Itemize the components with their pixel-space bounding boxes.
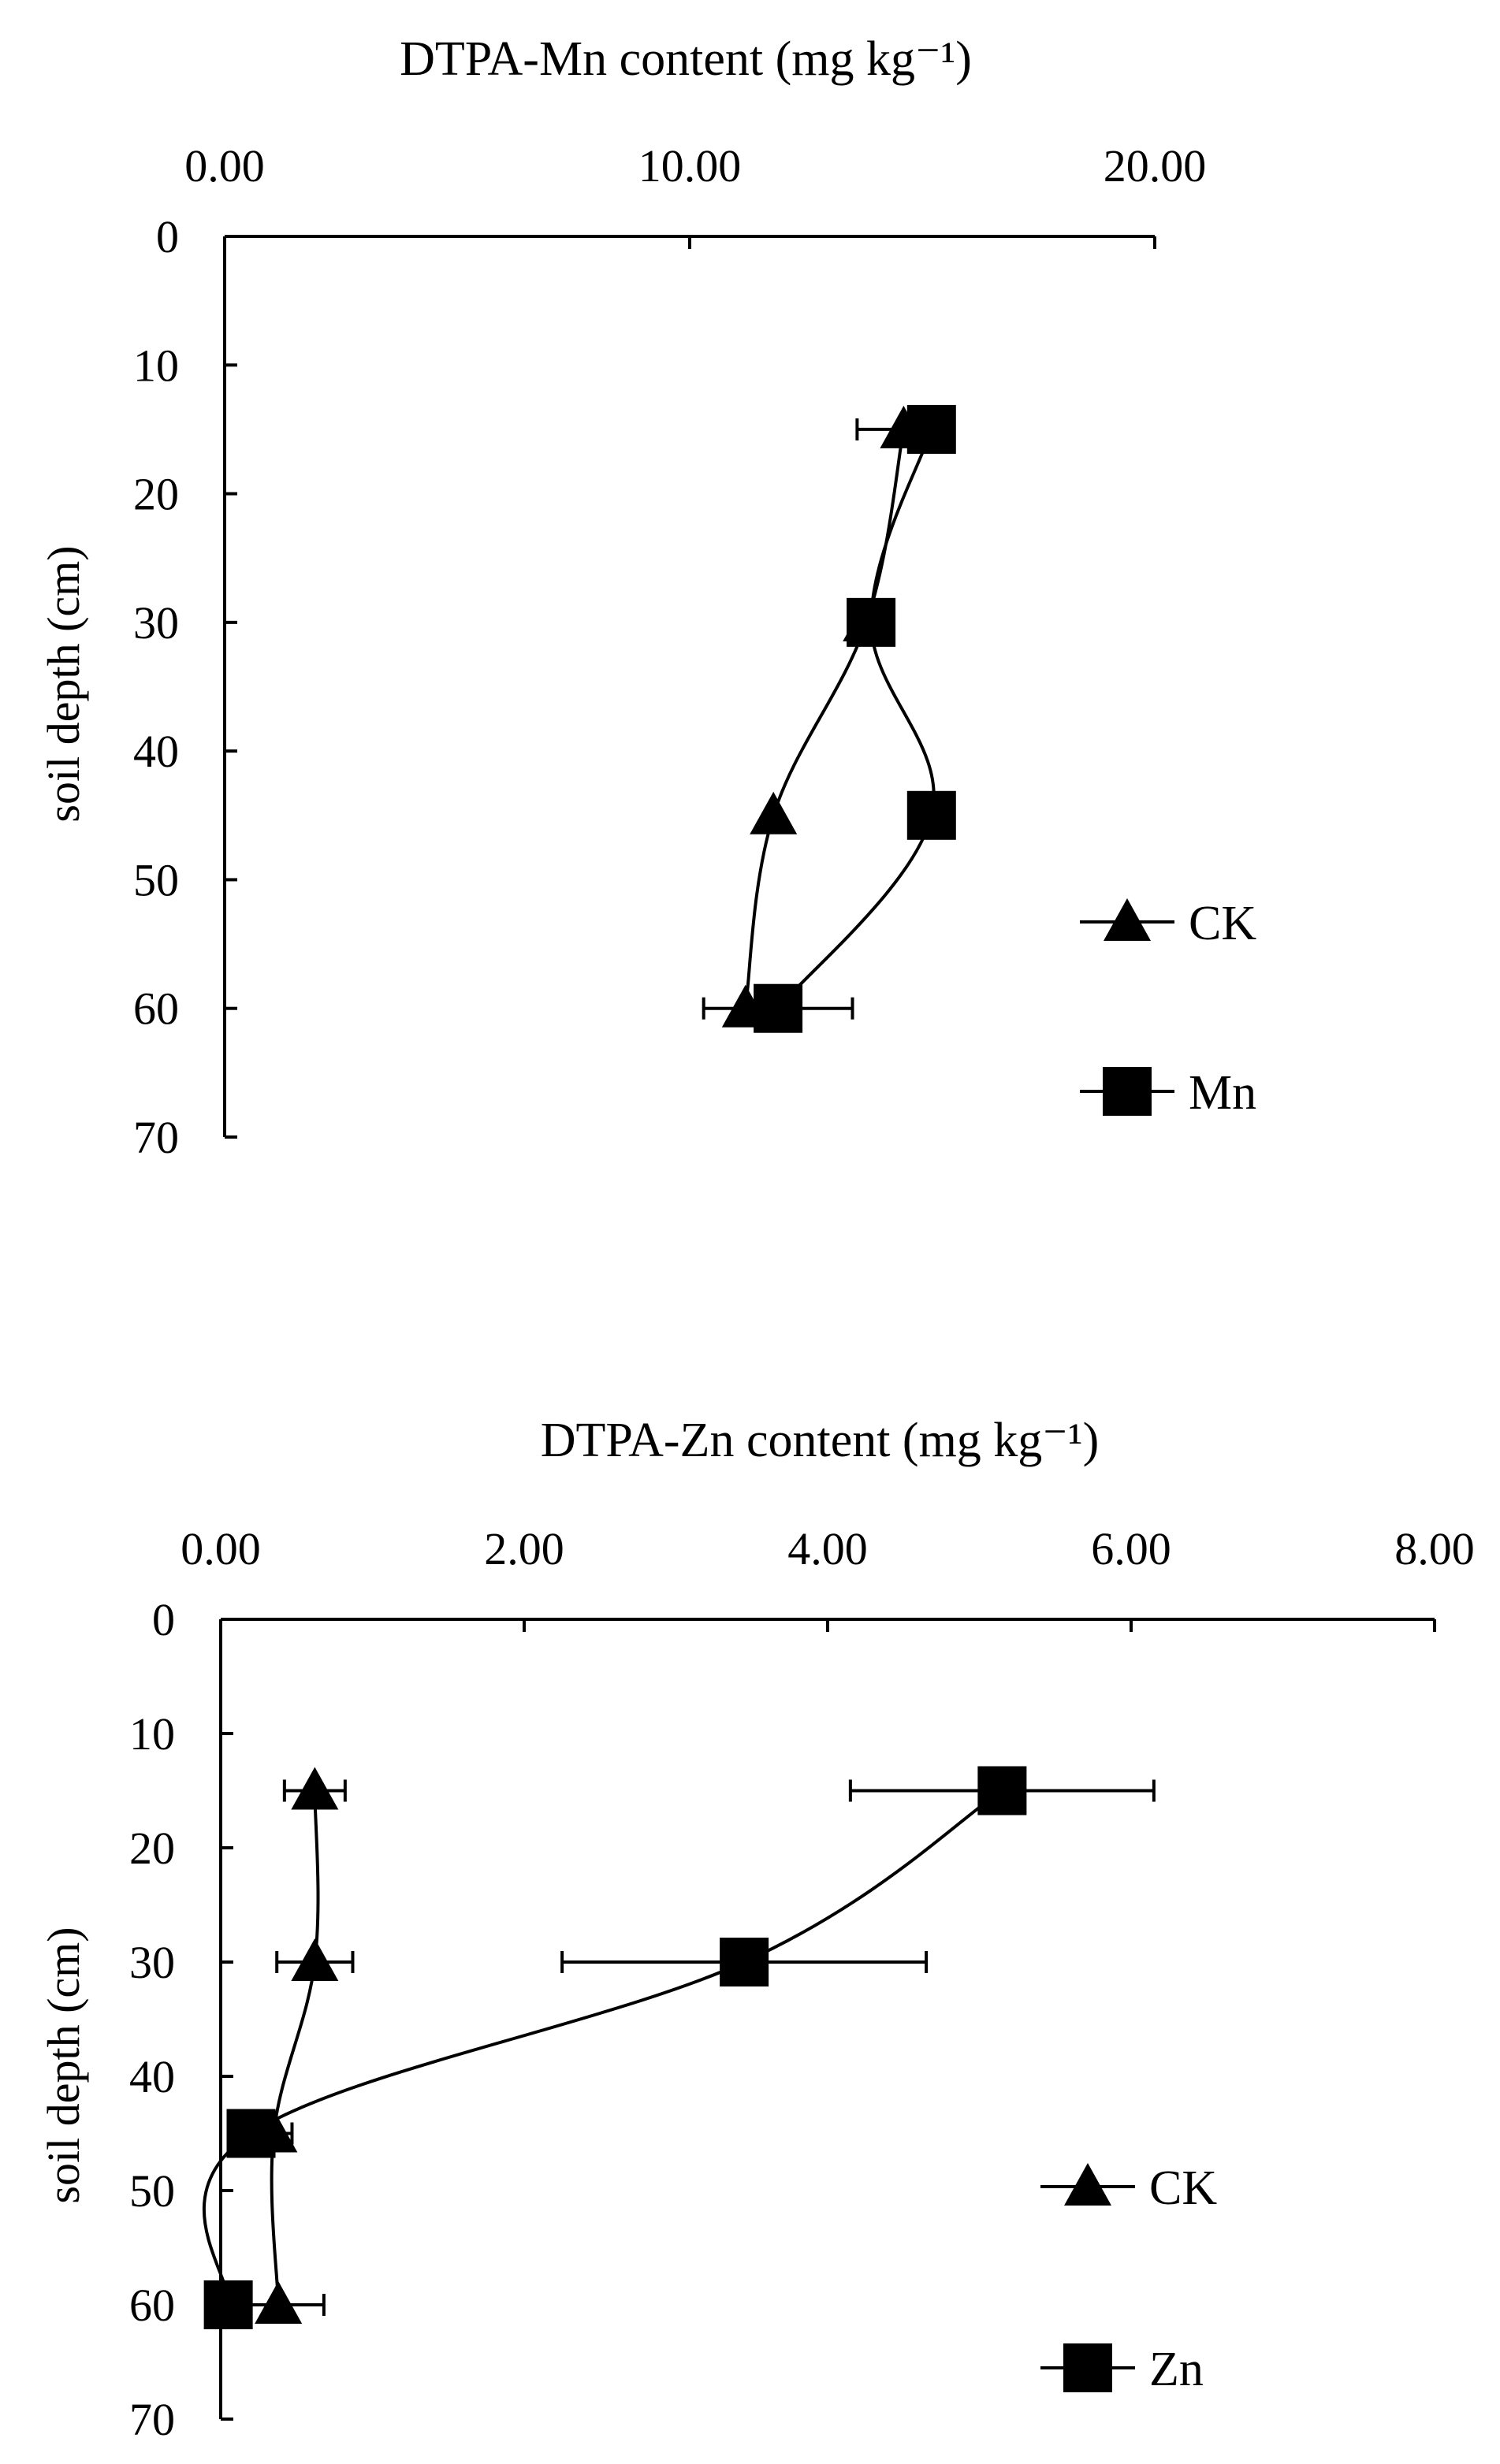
legend-marker-mn xyxy=(1103,1067,1152,1116)
x-tick-label: 10.00 xyxy=(638,140,742,191)
data-point-zn xyxy=(977,1766,1027,1815)
chart-title: DTPA-Zn content (mg kg⁻¹) xyxy=(541,1414,1100,1467)
series-line-mn xyxy=(776,429,936,1009)
legend-marker-ck xyxy=(1104,898,1151,941)
chart-title: DTPA-Mn content (mg kg⁻¹) xyxy=(400,32,972,86)
data-point-mn xyxy=(754,983,803,1033)
y-tick-label: 30 xyxy=(133,597,179,649)
y-axis-label: soil depth (cm) xyxy=(38,1927,89,2203)
y-tick-label: 60 xyxy=(133,983,179,1035)
x-tick-label: 0.00 xyxy=(184,140,265,191)
y-tick-label: 40 xyxy=(133,726,179,777)
y-tick-label: 50 xyxy=(129,2165,175,2217)
data-point-zn xyxy=(203,2280,253,2329)
legend-label: Zn xyxy=(1149,2343,1204,2396)
x-tick-label: 0.00 xyxy=(181,1523,261,1574)
y-tick-label: 20 xyxy=(133,469,179,520)
data-point-zn xyxy=(720,1938,769,1986)
y-tick-label: 10 xyxy=(133,340,179,391)
y-tick-label: 0 xyxy=(156,211,179,262)
y-tick-label: 0 xyxy=(152,1594,175,1645)
legend-label: Mn xyxy=(1189,1066,1256,1120)
series-line-ck xyxy=(743,429,906,1009)
chart-panel-zn: DTPA-Zn content (mg kg⁻¹) soil depth (cm… xyxy=(38,1414,1475,2445)
y-tick-label: 30 xyxy=(129,1937,175,1988)
data-point-mn xyxy=(906,790,956,840)
x-tick-label: 20.00 xyxy=(1104,140,1207,191)
y-tick-label: 60 xyxy=(129,2280,175,2331)
data-point-zn xyxy=(226,2109,276,2158)
legend-marker-zn xyxy=(1063,2343,1112,2392)
x-tick-label: 6.00 xyxy=(1091,1523,1171,1574)
data-point-ck xyxy=(255,2281,303,2324)
legend-label: CK xyxy=(1189,897,1256,950)
data-point-ck xyxy=(291,1767,339,1810)
x-tick-label: 8.00 xyxy=(1394,1523,1475,1574)
y-axis-label: soil depth (cm) xyxy=(38,545,89,822)
chart-panel-mn: DTPA-Mn content (mg kg⁻¹) soil depth (cm… xyxy=(38,32,1256,1163)
series-line-zn xyxy=(202,1789,1003,2306)
series-line-ck xyxy=(270,1790,320,2306)
x-tick-label: 4.00 xyxy=(787,1523,868,1574)
x-tick-label: 2.00 xyxy=(484,1523,564,1574)
y-tick-label: 20 xyxy=(129,1823,175,1874)
legend-label: CK xyxy=(1149,2161,1217,2215)
data-point-ck xyxy=(750,791,798,834)
data-point-mn xyxy=(847,597,896,647)
y-tick-label: 50 xyxy=(133,854,179,905)
y-tick-label: 70 xyxy=(129,2394,175,2445)
y-tick-label: 70 xyxy=(133,1112,179,1163)
data-point-ck xyxy=(291,1938,339,1981)
data-point-mn xyxy=(906,404,956,454)
y-tick-label: 10 xyxy=(129,1708,175,1760)
legend-marker-ck xyxy=(1064,2163,1111,2206)
y-tick-label: 40 xyxy=(129,2051,175,2102)
